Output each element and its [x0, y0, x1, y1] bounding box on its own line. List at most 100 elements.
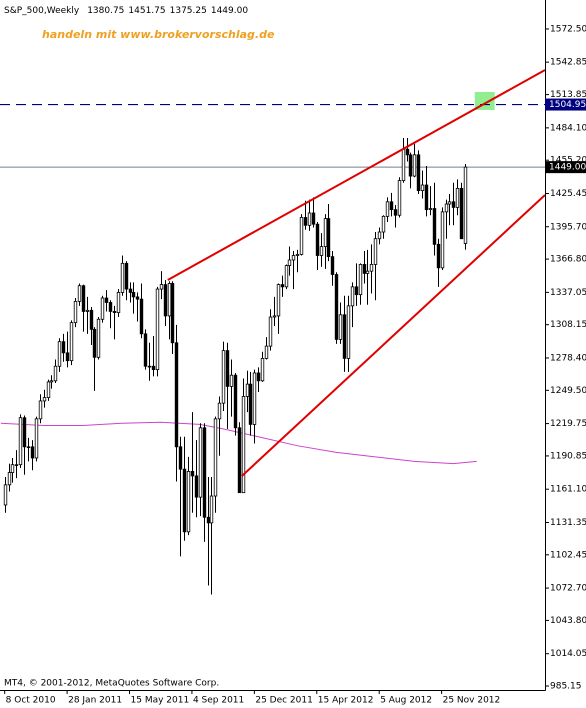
- x-tick-label: 15 May 2011: [131, 696, 190, 706]
- candle-body: [209, 495, 214, 524]
- candle-body: [233, 374, 238, 429]
- header-part: 1380.75: [87, 6, 124, 16]
- candle-body: [174, 342, 179, 448]
- y-tick-label: 1366.80: [550, 255, 586, 265]
- y-tick-label: 1308.15: [550, 320, 586, 330]
- candle-body: [256, 372, 261, 382]
- candle-body: [393, 209, 398, 216]
- candle-body: [248, 383, 253, 425]
- candle-body: [49, 380, 54, 383]
- candle-body: [428, 208, 433, 211]
- y-tick-label: 1484.10: [550, 123, 586, 133]
- candle-body: [18, 417, 23, 466]
- candle-body: [42, 397, 47, 402]
- y-tick-label: 1102.45: [550, 550, 586, 560]
- y-tick-label: 1219.75: [550, 419, 586, 429]
- trendline: [241, 194, 546, 477]
- candle-body: [143, 333, 148, 367]
- x-tick-label: 4 Sep 2011: [193, 696, 244, 706]
- candle-body: [385, 201, 390, 217]
- y-tick-label: 1161.10: [550, 485, 586, 495]
- candle-body: [436, 243, 441, 269]
- candle-body: [237, 427, 242, 494]
- candle-body: [100, 297, 105, 320]
- y-tick-label: 1455.20: [550, 156, 586, 166]
- y-tick-label: 1542.85: [550, 58, 586, 68]
- candle-body: [26, 446, 31, 448]
- candle-body: [389, 201, 394, 211]
- candle-body: [30, 446, 35, 459]
- candle-body: [163, 284, 168, 317]
- candle-body: [451, 201, 456, 208]
- candle-body: [229, 374, 234, 387]
- candle-body: [159, 284, 164, 290]
- candle-body: [131, 292, 136, 298]
- candle-body: [139, 298, 144, 335]
- y-tick-label: 1278.40: [550, 353, 586, 363]
- candle-body: [358, 264, 363, 296]
- candle-body: [416, 154, 421, 192]
- candle-body: [112, 311, 117, 313]
- candle-body: [346, 305, 351, 359]
- candle-body: [420, 184, 425, 192]
- candle-body: [280, 284, 285, 288]
- candle-body: [7, 472, 12, 486]
- level-label: 1504.95: [549, 100, 586, 110]
- y-tick-label: 985.15: [550, 682, 582, 692]
- x-tick-label: 8 Oct 2010: [6, 696, 56, 706]
- candle-body: [245, 383, 250, 397]
- candle-body: [34, 418, 39, 459]
- candle-body: [377, 231, 382, 240]
- candle-body: [81, 285, 86, 312]
- candle-body: [53, 365, 58, 382]
- candle-body: [128, 288, 133, 293]
- candle-body: [284, 265, 289, 288]
- candle-body: [221, 350, 226, 404]
- candle-body: [272, 315, 277, 318]
- candle-body: [268, 316, 273, 347]
- candle-body: [405, 148, 410, 156]
- header-part: 1375.25: [170, 6, 207, 16]
- candle-body: [412, 154, 417, 177]
- candle-body: [178, 446, 183, 470]
- y-tick-label: 1249.50: [550, 386, 586, 396]
- candle-body: [315, 223, 320, 256]
- candle-body: [408, 154, 413, 177]
- candle-body: [96, 318, 101, 358]
- candle-body: [424, 184, 429, 211]
- candle-body: [151, 365, 156, 371]
- plot-area: [0, 69, 546, 595]
- y-tick-label: 1337.05: [550, 288, 586, 298]
- candle-body: [323, 218, 328, 247]
- candle-body: [362, 264, 367, 274]
- header-part: 1449.00: [211, 6, 248, 16]
- header-part: 1451.75: [128, 6, 165, 16]
- candle-body: [124, 262, 129, 290]
- footer: MT4, © 2001-2012, MetaQuotes Software Co…: [4, 679, 219, 689]
- y-tick-label: 1513.85: [550, 90, 586, 100]
- candle-body: [252, 372, 257, 425]
- candle-body: [38, 400, 43, 420]
- candle-body: [459, 187, 464, 240]
- candle-body: [330, 256, 335, 275]
- candle-body: [401, 148, 406, 181]
- candle-body: [264, 345, 269, 359]
- trendline: [167, 69, 546, 281]
- candle-body: [334, 274, 339, 340]
- candle-body: [22, 417, 27, 448]
- annotation: handeln mit www.brokervorschlag.de: [42, 28, 275, 41]
- y-tick-label: 1072.70: [550, 584, 586, 594]
- candle-body: [61, 341, 66, 354]
- candle-body: [104, 297, 109, 303]
- candle-body: [10, 464, 15, 473]
- candle-body: [373, 238, 378, 265]
- candle-body: [92, 328, 97, 358]
- candle-body: [463, 166, 468, 244]
- x-tick-label: 5 Aug 2012: [380, 696, 432, 706]
- candle-body: [447, 201, 452, 205]
- candle-body: [85, 309, 90, 312]
- y-tick-label: 1190.85: [550, 451, 586, 461]
- y-tick-label: 1572.50: [550, 24, 586, 34]
- candle-body: [319, 246, 324, 256]
